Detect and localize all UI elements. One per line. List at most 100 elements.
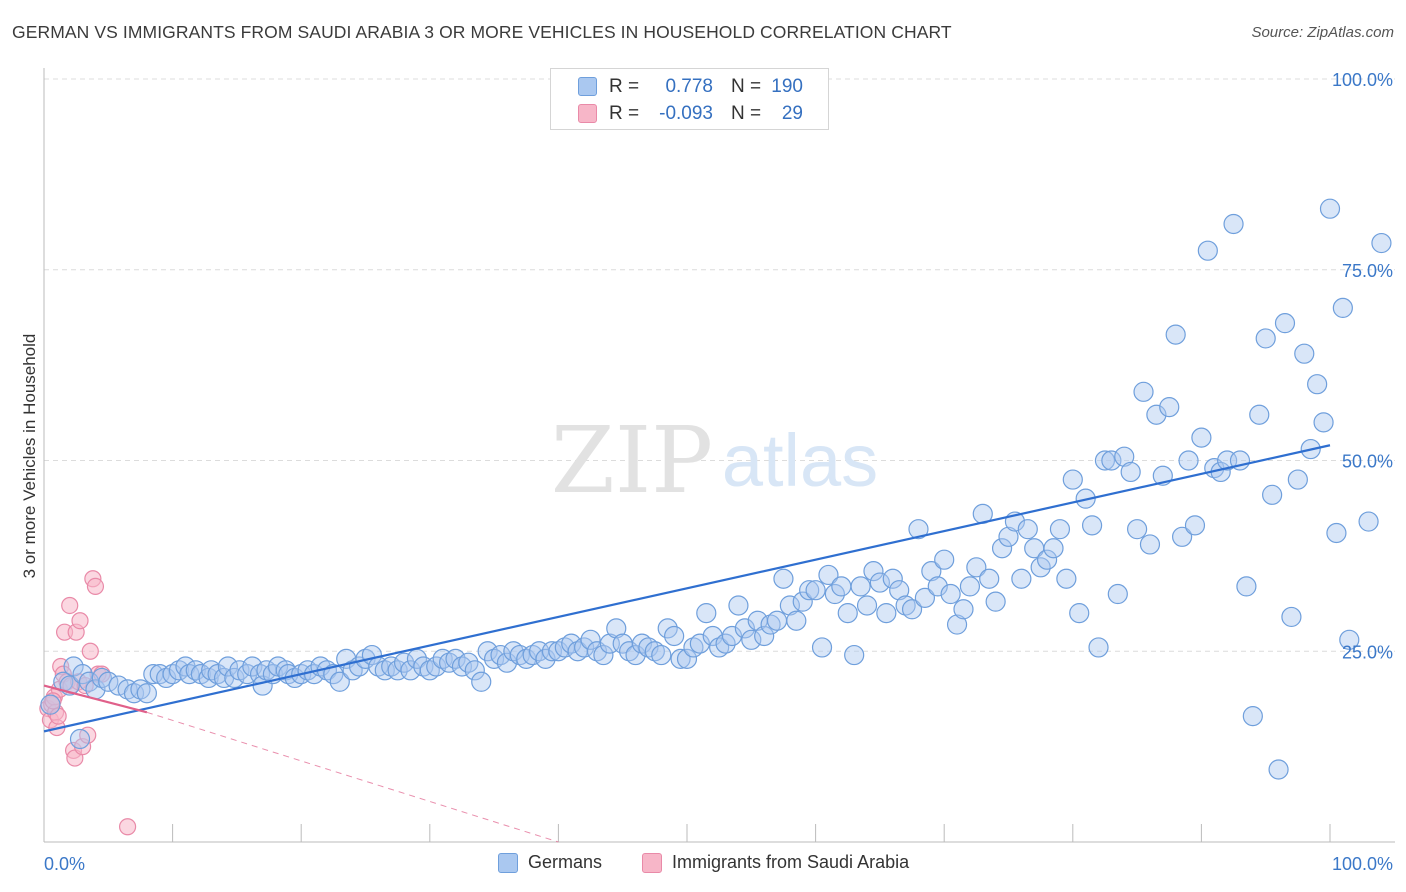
source-label: Source: ZipAtlas.com <box>1251 24 1394 41</box>
point-germans <box>1307 374 1328 395</box>
point-germans <box>914 587 936 608</box>
point-germans <box>1094 450 1116 471</box>
point-germans <box>1268 759 1289 780</box>
point-germans <box>484 648 505 669</box>
point-germans <box>921 561 942 582</box>
grid-lines <box>44 78 1395 652</box>
point-germans <box>1249 404 1270 425</box>
point-germans <box>863 561 884 582</box>
legend-item-germans[interactable]: Germans <box>498 852 602 873</box>
point-germans <box>1319 198 1341 219</box>
y-tick-label: 50.0% <box>1342 452 1393 472</box>
point-germans <box>580 629 601 650</box>
legend-item-immigrants[interactable]: Immigrants from Saudi Arabia <box>642 852 909 873</box>
point-germans <box>168 660 190 681</box>
point-germans <box>760 614 781 635</box>
trend-line-immigrants-extended <box>146 711 559 843</box>
point-germans <box>1313 412 1334 433</box>
point-germans <box>1287 469 1308 490</box>
point-germans <box>329 671 350 692</box>
point-germans <box>1062 469 1083 490</box>
legend-label-immigrants: Immigrants from Saudi Arabia <box>672 852 910 872</box>
point-germans <box>670 648 691 669</box>
stats-r-label: R = <box>609 103 640 124</box>
point-immigrants <box>49 707 67 725</box>
legend: Germans Immigrants from Saudi Arabia <box>0 852 1406 878</box>
point-germans <box>889 580 910 601</box>
point-germans <box>1126 519 1148 540</box>
point-germans <box>959 576 981 597</box>
point-germans <box>1184 515 1206 536</box>
point-germans <box>786 610 807 631</box>
point-germans <box>522 644 543 666</box>
point-germans <box>1165 324 1186 345</box>
point-germans <box>1146 404 1167 425</box>
point-germans <box>799 580 820 601</box>
stats-r-label: R = <box>609 76 640 97</box>
point-germans <box>451 656 473 677</box>
point-germans <box>1049 519 1071 540</box>
point-germans <box>837 602 858 624</box>
stats-row-germans: R = 0.778 N = 190 <box>551 74 830 100</box>
point-immigrants <box>81 642 99 660</box>
watermark: ZIP atlas <box>551 407 878 514</box>
point-immigrants <box>86 577 105 595</box>
stats-swatch-germans <box>578 77 597 96</box>
point-germans <box>593 644 614 666</box>
point-germans <box>728 595 749 616</box>
point-germans <box>1159 396 1180 418</box>
point-germans <box>869 572 891 593</box>
watermark-zip: ZIP <box>551 407 713 514</box>
y-axis-label: 3 or more Vehicles in Household <box>20 334 39 579</box>
point-germans <box>201 660 222 681</box>
point-germans <box>1056 568 1077 589</box>
point-germans <box>734 618 755 639</box>
point-germans <box>496 652 518 673</box>
point-germans <box>895 595 916 616</box>
point-germans <box>464 660 485 681</box>
stats-n-value: 190 <box>771 76 803 97</box>
point-germans <box>1242 706 1263 727</box>
stats-n-label: N = <box>731 103 762 124</box>
tick-labels: 25.0% 50.0% 75.0% 100.0% 0.0% 100.0% <box>44 70 1393 874</box>
stats-n-label: N = <box>731 76 762 97</box>
point-germans <box>162 664 183 685</box>
point-germans <box>381 656 402 677</box>
stats-row-immigrants: R = -0.093 N = 29 <box>551 101 830 127</box>
point-germans <box>1255 328 1276 349</box>
legend-swatch-immigrants <box>642 852 662 873</box>
point-germans <box>130 679 151 700</box>
point-germans <box>1069 602 1090 624</box>
point-germans <box>709 637 730 658</box>
point-germans <box>882 568 903 589</box>
y-tick-label: 25.0% <box>1342 642 1393 662</box>
point-germans <box>1107 583 1128 605</box>
point-germans <box>940 583 961 605</box>
point-germans <box>1332 297 1353 318</box>
trend-line-immigrants <box>43 684 148 714</box>
point-germans <box>831 576 852 597</box>
point-germans <box>1223 213 1244 235</box>
point-germans <box>1088 637 1109 658</box>
point-germans <box>818 564 839 586</box>
point-germans <box>179 664 200 685</box>
point-germans <box>966 557 987 578</box>
point-germans <box>908 519 929 540</box>
point-germans <box>625 644 646 666</box>
point-germans <box>991 538 1013 559</box>
point-germans <box>586 641 608 662</box>
point-germans <box>136 683 157 704</box>
point-germans <box>946 614 968 635</box>
point-germans <box>1262 484 1283 505</box>
point-germans <box>98 671 119 692</box>
point-germans <box>1043 538 1064 559</box>
point-germans <box>934 549 955 570</box>
stats-n-value: 29 <box>781 103 803 124</box>
point-germans <box>1236 576 1257 597</box>
point-germans <box>979 568 1000 589</box>
point-germans <box>805 580 826 601</box>
point-germans <box>850 576 871 597</box>
y-tick-label: 75.0% <box>1342 261 1393 281</box>
point-germans <box>419 660 440 681</box>
point-germans <box>1120 461 1141 483</box>
